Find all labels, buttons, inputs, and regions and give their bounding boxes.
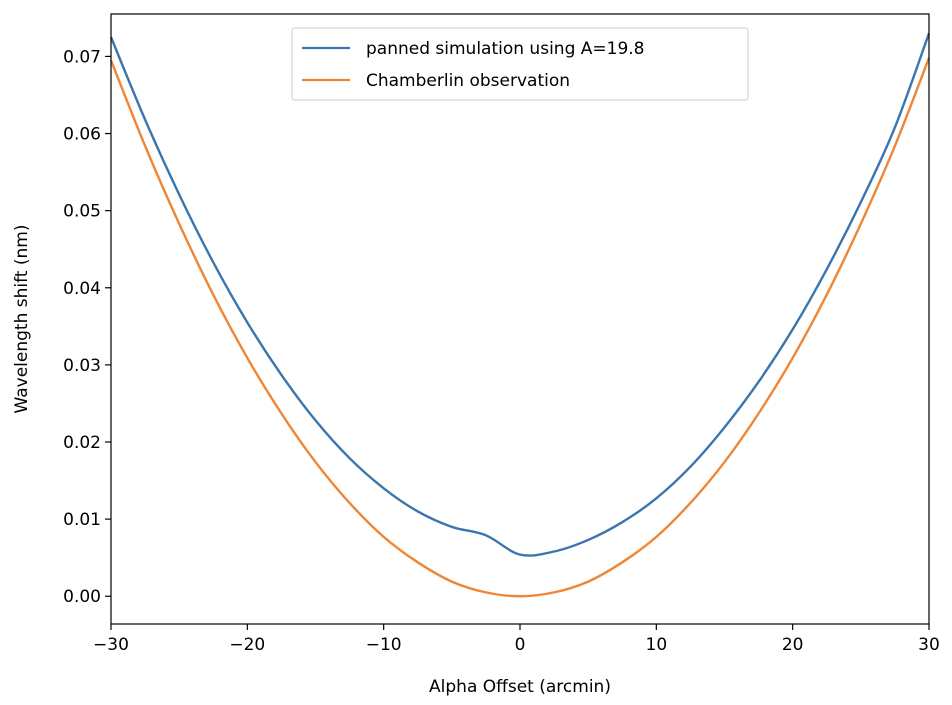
y-tick-label: 0.07: [63, 47, 101, 67]
plot-area: [109, 13, 931, 625]
legend: panned simulation using A=19.8 Chamberli…: [291, 27, 749, 101]
legend-label-observation: Chamberlin observation: [366, 71, 570, 91]
y-tick-label: 0.01: [63, 510, 101, 530]
series-line-0: [109, 32, 931, 557]
x-axis-ticks: −30 −20 −10 0 10 20 30: [93, 624, 940, 655]
series-line-1: [109, 57, 931, 598]
x-tick-label: −10: [366, 635, 402, 655]
legend-box: [291, 27, 749, 101]
y-tick-label: 0.04: [63, 279, 101, 299]
x-tick-label: −20: [229, 635, 265, 655]
y-tick-label: 0.02: [63, 433, 101, 453]
x-tick-label: 30: [918, 635, 940, 655]
x-tick-label: 20: [782, 635, 804, 655]
x-axis-label: Alpha Offset (arcmin): [429, 677, 611, 697]
axes-frame: [110, 13, 930, 625]
y-tick-label: 0.03: [63, 356, 101, 376]
y-axis-ticks: 0.00 0.01 0.02 0.03 0.04 0.05 0.06 0.07: [63, 47, 111, 607]
x-tick-label: 10: [646, 635, 668, 655]
legend-label-simulation: panned simulation using A=19.8: [366, 39, 644, 59]
y-axis-label: Wavelength shift (nm): [12, 225, 32, 414]
x-tick-label: −30: [93, 635, 129, 655]
x-tick-label: 0: [515, 635, 526, 655]
y-tick-label: 0.00: [63, 587, 101, 607]
y-tick-label: 0.06: [63, 125, 101, 145]
y-tick-label: 0.05: [63, 202, 101, 222]
series-lines: [109, 32, 931, 598]
